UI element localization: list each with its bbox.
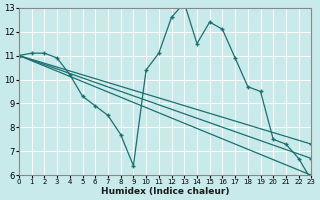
- X-axis label: Humidex (Indice chaleur): Humidex (Indice chaleur): [101, 187, 229, 196]
